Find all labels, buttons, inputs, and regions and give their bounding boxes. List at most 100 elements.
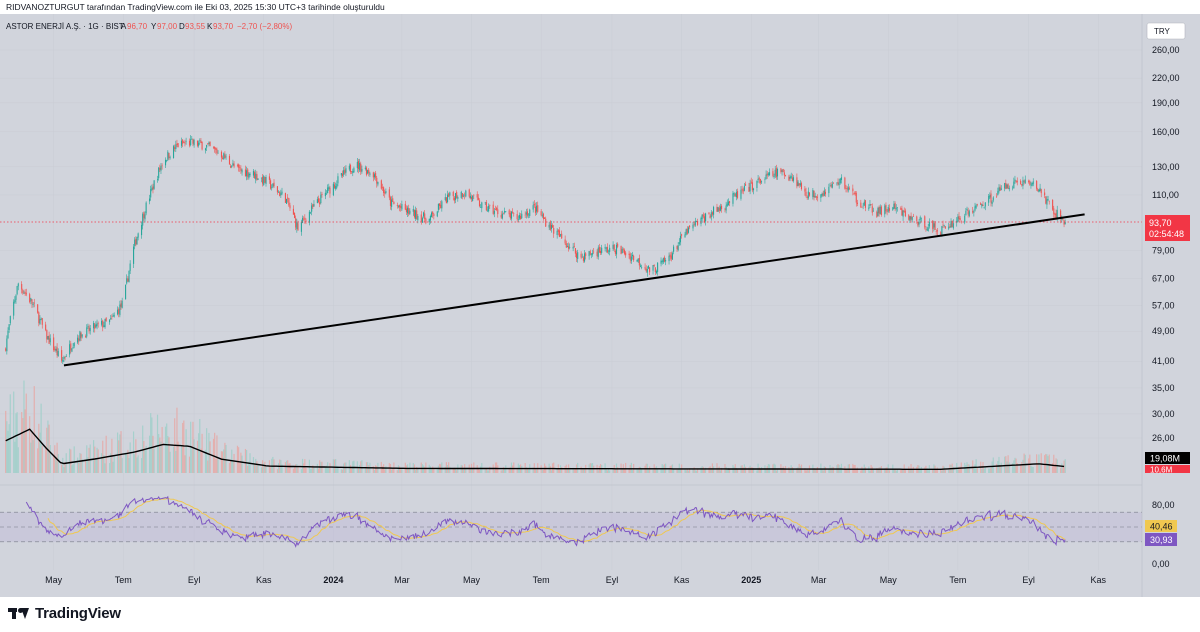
volume-bar <box>153 448 155 473</box>
volume-bar <box>127 449 129 473</box>
candle-body <box>256 174 258 180</box>
volume-bar <box>121 457 123 473</box>
legend-close: 93,70 <box>213 22 234 31</box>
volume-bar <box>191 446 193 473</box>
candle-body <box>844 177 846 189</box>
candle-body <box>684 234 686 238</box>
volume-bar <box>277 462 280 473</box>
candle-body <box>727 201 729 206</box>
volume-bar <box>416 467 418 473</box>
price-axis[interactable]: 260,00 220,00 190,00 160,00 130,00 110,00 79,0… <box>1152 45 1180 569</box>
volume-bar <box>166 423 168 473</box>
candle-body <box>757 178 759 181</box>
volume-bar <box>64 462 66 473</box>
volume-bar <box>623 468 626 473</box>
candle-body <box>916 216 918 221</box>
candle-body <box>327 187 329 194</box>
chart-area[interactable]: ASTOR ENERJİ A.Ş. · 1G · BIST A 96,70 Y … <box>0 14 1200 597</box>
candle-body <box>1013 181 1015 189</box>
candle-body <box>501 213 503 219</box>
volume-bar <box>449 466 451 473</box>
candle-body <box>177 143 179 148</box>
candle-body <box>200 140 202 143</box>
candle-body <box>557 229 559 232</box>
candle-body <box>433 214 435 217</box>
volume-bar <box>607 468 610 473</box>
volume-bar <box>55 458 57 473</box>
time-axis[interactable]: May Tem Eyl Kas 2024 Mar May Tem Eyl Kas 2025 Mar Ma… <box>45 575 1106 585</box>
candle-body <box>320 194 322 204</box>
candle-body <box>630 256 632 262</box>
candle-body <box>1031 182 1033 186</box>
candle-body <box>717 207 719 212</box>
candle-body <box>1022 180 1024 187</box>
candle-body <box>268 176 270 180</box>
volume-bar <box>220 451 223 473</box>
volume-bar <box>373 470 376 473</box>
candle-body <box>960 220 962 222</box>
candle-body <box>599 250 602 254</box>
candle-body <box>981 204 983 207</box>
candle-body <box>1064 221 1066 225</box>
candle-body <box>928 221 930 227</box>
candle-body <box>951 220 953 228</box>
candle-body <box>789 176 791 179</box>
volume-bar <box>502 467 505 473</box>
candle-body <box>53 337 55 351</box>
volume-bar <box>40 403 42 473</box>
volume-bar <box>860 470 862 473</box>
volume-bar <box>553 462 555 473</box>
candle-body <box>768 172 771 176</box>
volume-bar <box>989 468 991 473</box>
price-chart[interactable]: ASTOR ENERJİ A.Ş. · 1G · BIST A 96,70 Y … <box>0 14 1200 597</box>
candle-body <box>1053 208 1055 215</box>
volume-bar <box>1013 460 1015 473</box>
candle-body <box>615 244 618 255</box>
grid <box>0 14 1142 570</box>
candle-body <box>860 202 862 208</box>
volume-bar <box>397 465 400 473</box>
volume-bar <box>998 456 1000 473</box>
candle-body <box>473 194 475 196</box>
candle-body <box>783 172 785 176</box>
volume-bar <box>733 466 735 473</box>
candle-body <box>429 215 431 221</box>
candle-body <box>117 309 119 315</box>
candle-body <box>150 189 152 198</box>
candle-body <box>169 157 171 158</box>
volume-bar <box>269 467 272 473</box>
volume-bar <box>255 458 257 473</box>
candle-body <box>574 248 576 254</box>
volume-bar <box>260 467 263 473</box>
volume-bar <box>240 452 242 473</box>
volume-bar <box>614 469 616 473</box>
candle-body <box>57 351 59 357</box>
candle-body <box>393 201 395 204</box>
candle-body <box>871 206 873 213</box>
volume-bar <box>526 467 529 473</box>
candle-body <box>732 193 734 204</box>
candle-body <box>846 188 848 189</box>
candle-body <box>662 257 664 263</box>
trendline[interactable] <box>63 213 1085 367</box>
candle-body <box>24 291 26 294</box>
candle-body <box>399 205 401 208</box>
volume-bar <box>180 445 183 473</box>
volume-bar <box>638 466 640 473</box>
candle-body <box>85 336 87 338</box>
currency-badge[interactable] <box>1146 22 1186 40</box>
candle-body <box>228 156 231 165</box>
volume-bar <box>305 467 307 473</box>
volume-bar <box>1052 463 1054 473</box>
volume-bar <box>228 462 231 473</box>
candle-body <box>72 346 74 349</box>
candle-body <box>311 205 313 212</box>
candle-body <box>137 233 139 238</box>
tradingview-logo[interactable]: TradingView <box>8 603 121 623</box>
volume-bar <box>48 424 50 473</box>
candle-body <box>529 209 531 216</box>
volume-bar <box>109 463 111 473</box>
volume-bar <box>341 469 344 473</box>
candle-body <box>1024 179 1026 184</box>
legend-open: 96,70 <box>127 22 148 31</box>
